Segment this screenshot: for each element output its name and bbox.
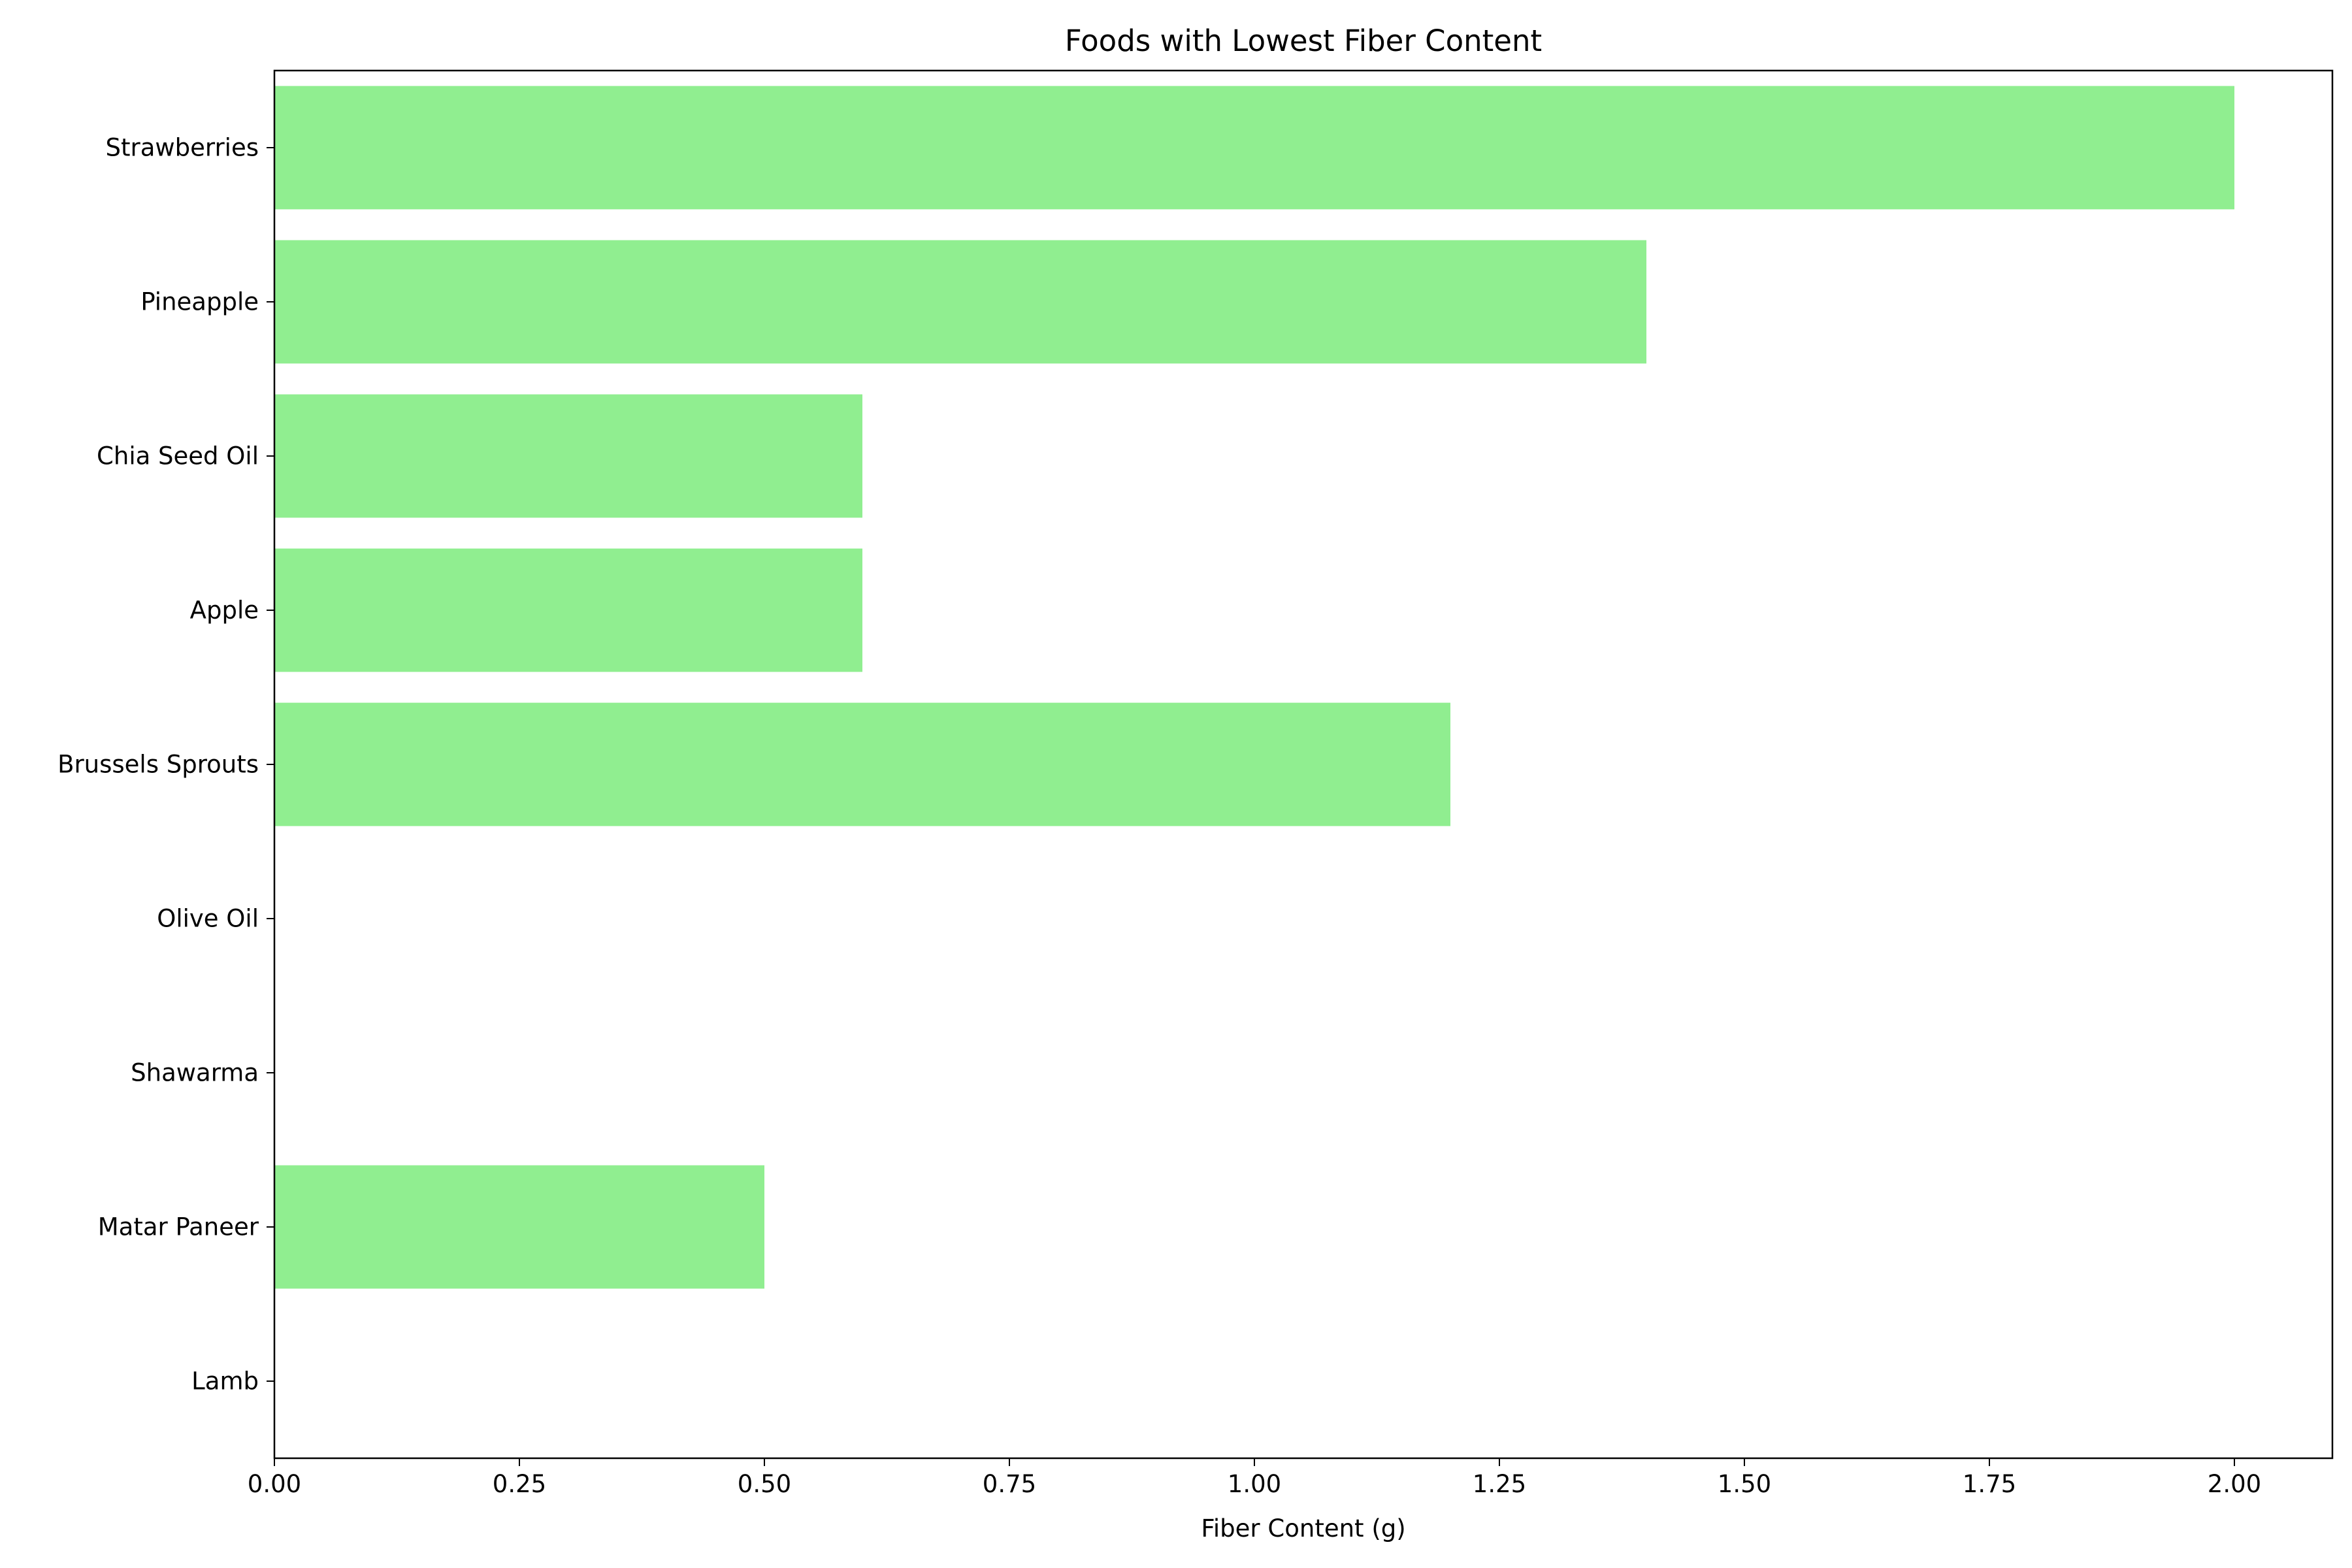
y-tick-label: Apple [190, 596, 259, 625]
x-tick-label: 1.25 [1473, 1470, 1526, 1498]
y-tick-label: Strawberries [106, 134, 259, 162]
y-tick-label: Lamb [191, 1367, 259, 1396]
bar [274, 1165, 764, 1289]
bar [274, 86, 2234, 210]
x-axis-title: Fiber Content (g) [1201, 1514, 1405, 1543]
x-tick-label: 1.50 [1718, 1470, 1771, 1498]
y-tick-label: Olive Oil [157, 905, 259, 933]
x-tick-label: 0.50 [738, 1470, 791, 1498]
y-tick-label: Pineapple [140, 288, 259, 316]
bar [274, 394, 862, 518]
bar [274, 548, 862, 672]
bar [274, 702, 1450, 826]
x-tick-label: 0.75 [983, 1470, 1036, 1498]
x-tick-label: 2.00 [2208, 1470, 2261, 1498]
x-tick-label: 0.25 [493, 1470, 546, 1498]
x-tick-label: 1.75 [1963, 1470, 2016, 1498]
chart-title: Foods with Lowest Fiber Content [1065, 24, 1542, 58]
x-axis: 0.00 0.25 0.50 0.75 1.00 1.25 1.50 1.75 2.00 [248, 1458, 2261, 1498]
x-tick-label: 0.00 [248, 1470, 301, 1498]
plot-frame [273, 69, 2334, 1460]
bars-layer [274, 86, 2234, 1289]
y-tick-label: Matar Paneer [98, 1213, 259, 1241]
x-tick-label: 1.00 [1228, 1470, 1281, 1498]
bar [274, 240, 1646, 364]
y-tick-label: Brussels Sprouts [57, 751, 259, 779]
y-tick-label: Shawarma [131, 1059, 259, 1087]
y-axis: Strawberries Pineapple Chia Seed Oil Apple B… [57, 134, 274, 1396]
y-tick-label: Chia Seed Oil [97, 442, 259, 470]
